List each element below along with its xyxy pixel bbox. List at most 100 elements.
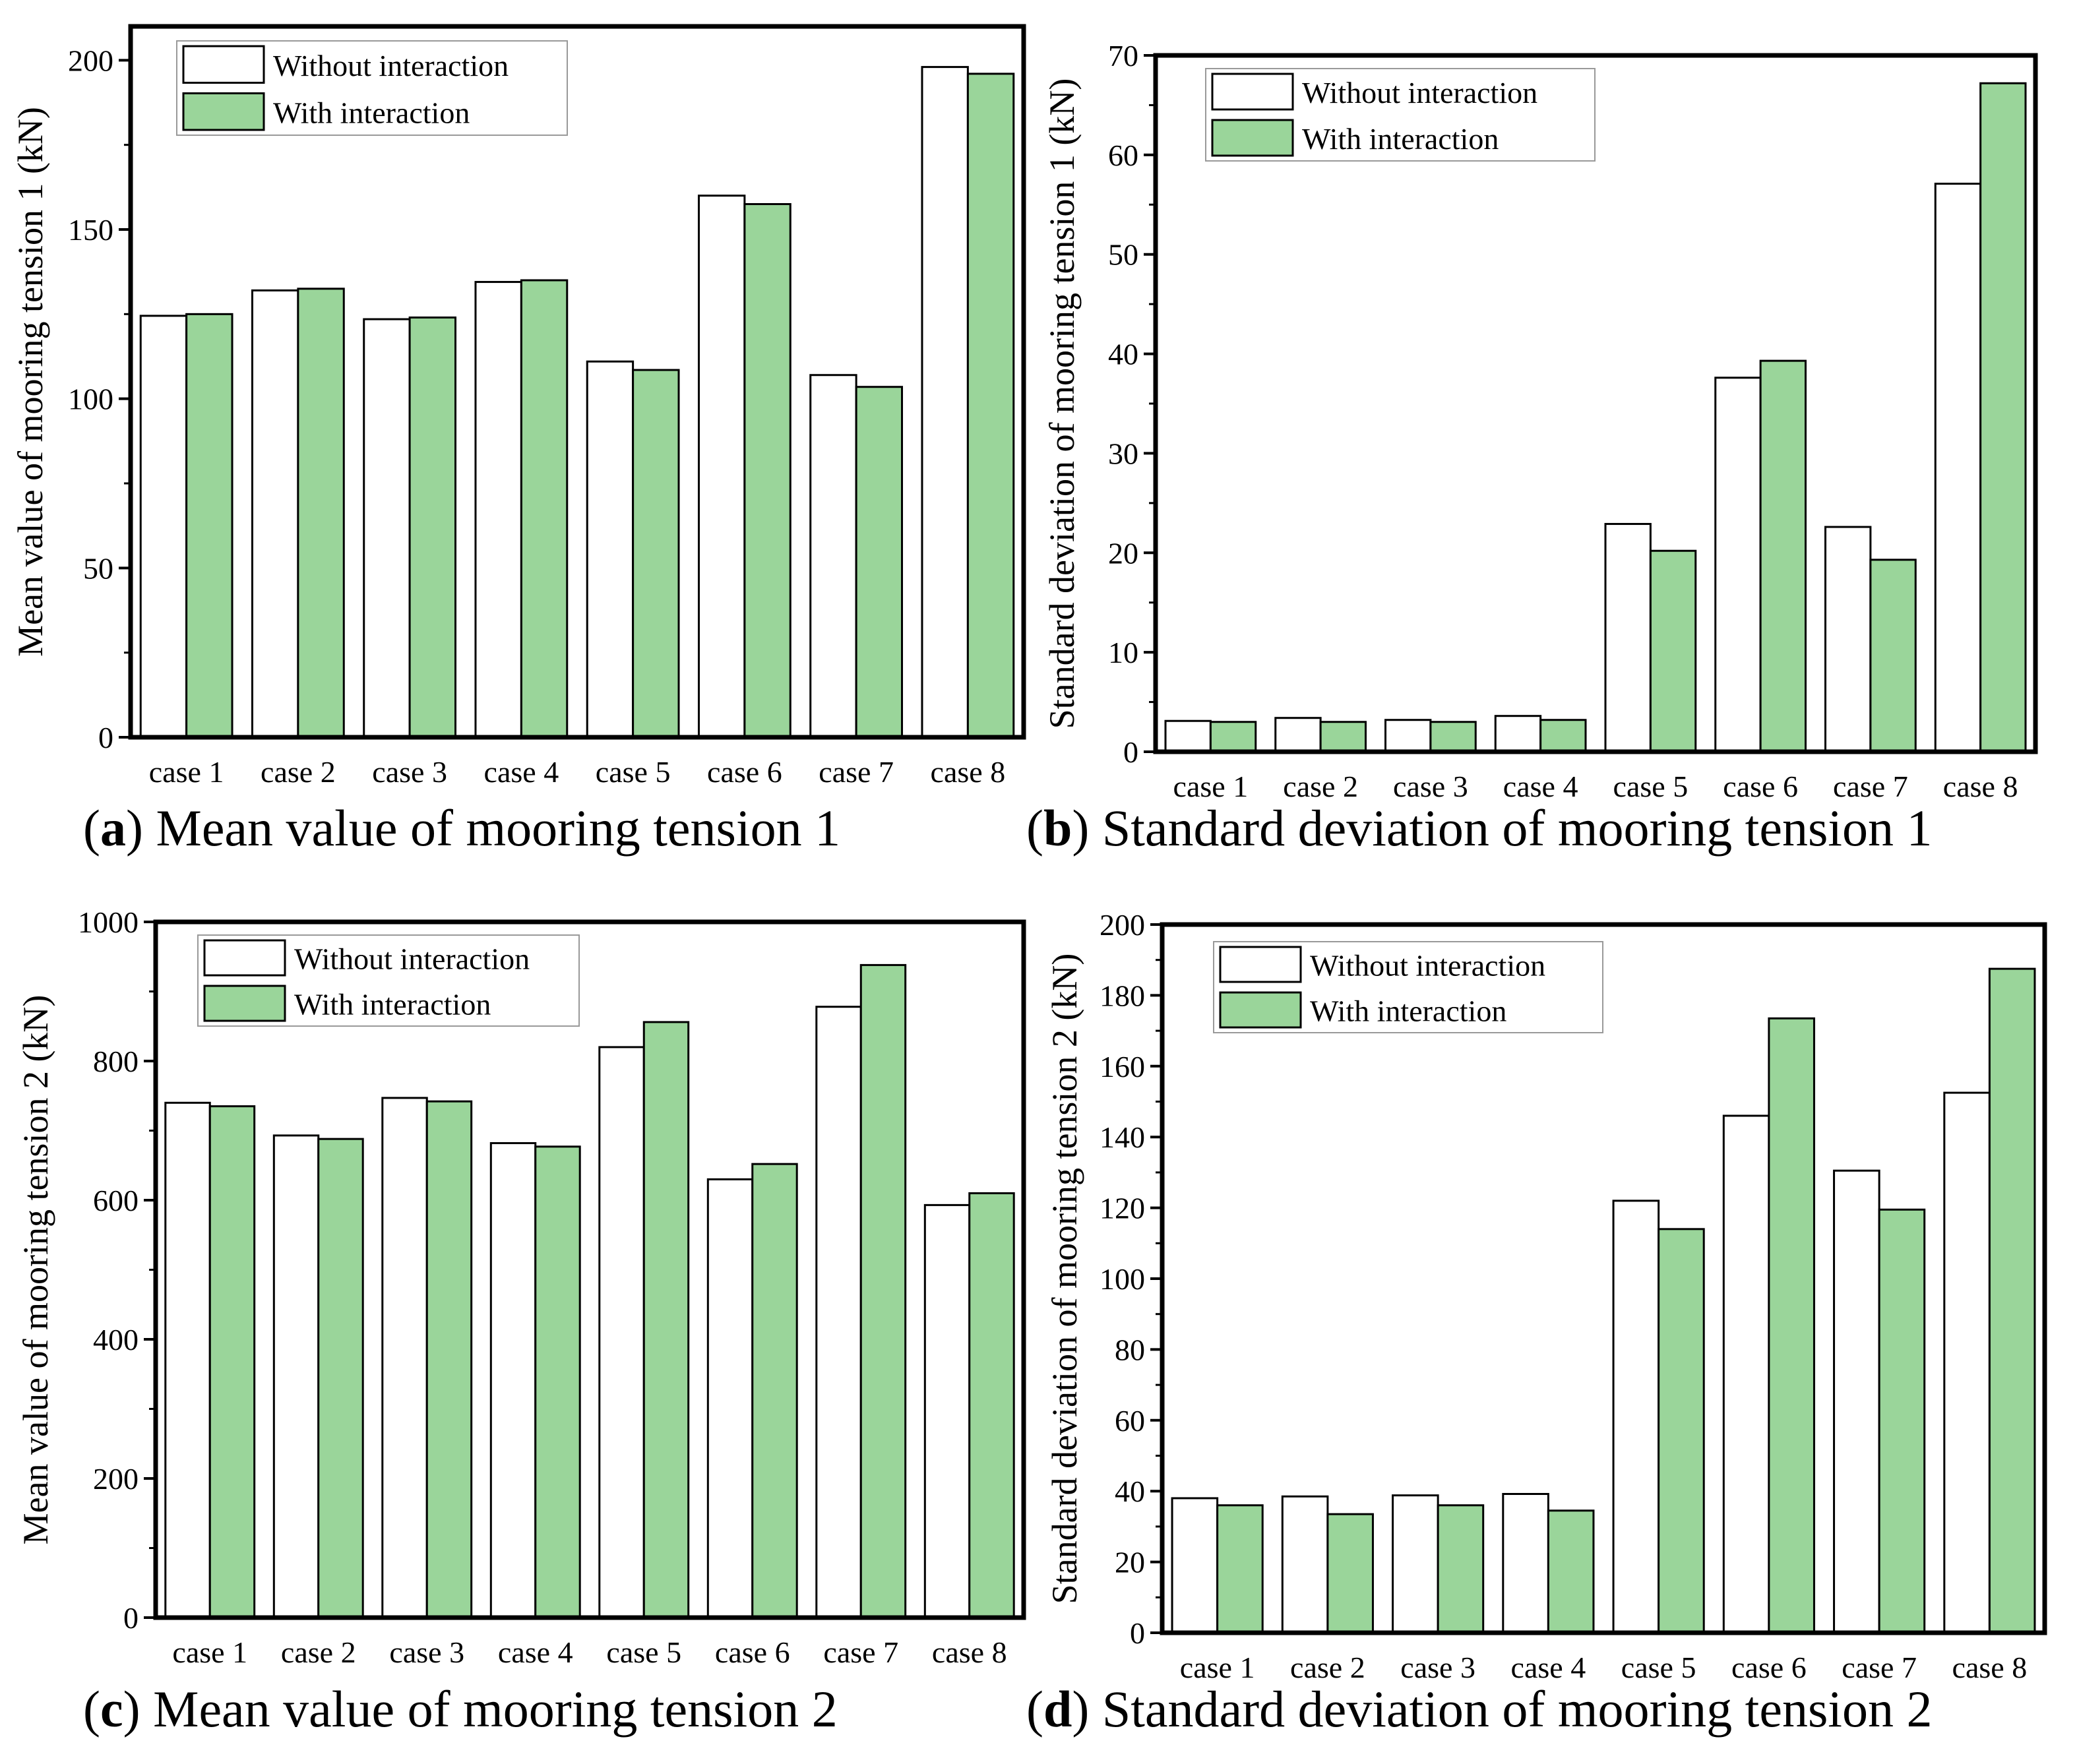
legend-label-with: With interaction	[294, 988, 491, 1021]
y-tick-label: 200	[1100, 908, 1145, 942]
bar-with-interaction	[297, 288, 345, 739]
y-tick-label: 0	[123, 1601, 139, 1635]
bar-with-interaction	[520, 279, 569, 739]
legend: Without interaction With interaction	[1205, 68, 1596, 162]
x-tick-label: case 1	[1180, 1651, 1255, 1684]
y-axis-label: Mean value of mooring tension 2 (kN)	[16, 995, 55, 1545]
x-tick-label: case 3	[389, 1635, 464, 1669]
legend-label-without: Without interaction	[273, 49, 509, 82]
x-tick-label: case 5	[606, 1635, 681, 1669]
y-axis-label: Standard deviation of mooring tension 1 …	[1042, 78, 1082, 729]
x-tick-label: case 3	[372, 755, 447, 789]
bar-with-interaction	[1437, 1504, 1485, 1634]
bar-with-interaction	[1429, 721, 1477, 753]
x-tick-label: case 5	[596, 755, 671, 789]
y-tick-label: 1000	[78, 905, 139, 939]
bar-with-interaction	[425, 1100, 473, 1619]
bar-with-interaction	[534, 1145, 581, 1619]
x-tick-label: case 6	[1723, 770, 1798, 803]
y-tick-label: 40	[1115, 1475, 1145, 1508]
legend-label-without: Without interaction	[1302, 76, 1537, 109]
x-tick-label: case 8	[1943, 770, 2018, 803]
chart-panel-a: case 1 case 2 case 3 case 4 case 5 case 6 case…	[11, 24, 1026, 857]
bar-with-interaction	[1649, 549, 1697, 753]
y-tick-label: 100	[68, 382, 113, 416]
panel-caption: (b) Standard deviation of mooring tensio…	[1026, 799, 1932, 857]
x-tick-label: case 2	[1283, 770, 1358, 803]
x-tick-label: case 5	[1621, 1651, 1696, 1684]
x-tick-label: case 1	[1173, 770, 1249, 803]
y-tick-label: 80	[1115, 1333, 1145, 1366]
y-tick-label: 100	[1100, 1262, 1145, 1296]
x-tick-label: case 7	[1842, 1651, 1917, 1684]
caption-paren: (	[83, 1680, 100, 1738]
bar-without-interaction	[921, 66, 969, 739]
caption-text: ) Standard deviation of mooring tension …	[1072, 1680, 1932, 1738]
y-tick-label: 70	[1108, 39, 1138, 73]
legend-label-without: Without interaction	[1310, 949, 1545, 983]
x-tick-label: case 4	[1511, 1651, 1586, 1684]
x-tick-label: case 6	[715, 1635, 790, 1669]
bar-with-interaction	[751, 1163, 798, 1619]
legend: Without interaction With interaction	[197, 934, 580, 1027]
y-tick-label: 200	[68, 44, 113, 77]
bar-with-interaction	[1547, 1509, 1595, 1634]
plot-frame	[128, 24, 1026, 740]
bar-with-interaction	[632, 369, 680, 739]
bar-without-interaction	[697, 195, 746, 739]
bar-with-interaction	[185, 313, 233, 739]
x-tick-label: case 2	[1290, 1651, 1365, 1684]
y-tick-label: 400	[93, 1323, 139, 1356]
bar-without-interaction	[1612, 1200, 1660, 1634]
bar-with-interaction	[1658, 1228, 1705, 1634]
bar-with-interaction	[968, 1192, 1015, 1619]
bar-with-interaction	[1319, 721, 1367, 753]
caption-text: ) Standard deviation of mooring tension …	[1072, 799, 1932, 857]
panel-caption: (c) Mean value of mooring tension 2	[83, 1680, 838, 1738]
x-tick-label: case 5	[1613, 770, 1689, 803]
legend-label-without: Without interaction	[294, 942, 530, 976]
legend-swatch-with	[203, 985, 286, 1022]
bar-without-interaction	[1164, 719, 1212, 753]
bar-with-interaction	[1216, 1504, 1264, 1634]
bar-with-interaction	[859, 963, 907, 1619]
bar-with-interaction	[642, 1021, 690, 1619]
bar-with-interaction	[317, 1138, 364, 1619]
bar-with-interaction	[1326, 1513, 1374, 1634]
x-tick-label: case 1	[172, 1635, 247, 1669]
legend-label-with: With interaction	[1302, 122, 1499, 156]
legend-swatch-without	[182, 45, 265, 84]
caption-letter: c	[100, 1680, 123, 1738]
y-tick-label: 60	[1115, 1404, 1145, 1438]
x-tick-label: case 8	[1952, 1651, 2028, 1684]
caption-text: ) Mean value of mooring tension 2	[123, 1680, 838, 1738]
x-tick-label: case 4	[484, 755, 559, 789]
bar-without-interaction	[272, 1134, 320, 1619]
bar-without-interaction	[1171, 1497, 1219, 1634]
bar-without-interaction	[586, 360, 635, 739]
bar-without-interaction	[1824, 526, 1872, 753]
x-tick-label: case 1	[149, 755, 224, 789]
y-tick-label: 140	[1100, 1120, 1145, 1154]
caption-letter: a	[100, 799, 126, 857]
chart-panel-d: case 1 case 2 case 3 case 4 case 5 case 6 case…	[1026, 908, 2047, 1738]
y-tick-label: 0	[98, 721, 113, 754]
bar-without-interaction	[1392, 1494, 1439, 1634]
bar-without-interaction	[1281, 1495, 1329, 1634]
legend: Without interaction With interaction	[1213, 941, 1603, 1033]
bar-without-interaction	[474, 281, 522, 739]
bar-without-interaction	[363, 318, 411, 739]
y-tick-label: 50	[83, 551, 113, 585]
legend-swatch-with	[1219, 991, 1302, 1029]
y-tick-label: 180	[1100, 979, 1145, 1012]
bar-without-interaction	[139, 315, 188, 739]
bar-without-interaction	[815, 1006, 862, 1619]
bar-without-interaction	[164, 1101, 211, 1619]
x-tick-label: case 8	[931, 755, 1006, 789]
bar-with-interaction	[1869, 559, 1917, 753]
bar-without-interaction	[381, 1097, 428, 1619]
chart-panel-b: case 1 case 2 case 3 case 4 case 5 case 6 case…	[1026, 39, 2038, 857]
x-tick-label: case 6	[707, 755, 782, 789]
bar-without-interaction	[1722, 1114, 1770, 1634]
x-tick-label: case 2	[281, 1635, 356, 1669]
